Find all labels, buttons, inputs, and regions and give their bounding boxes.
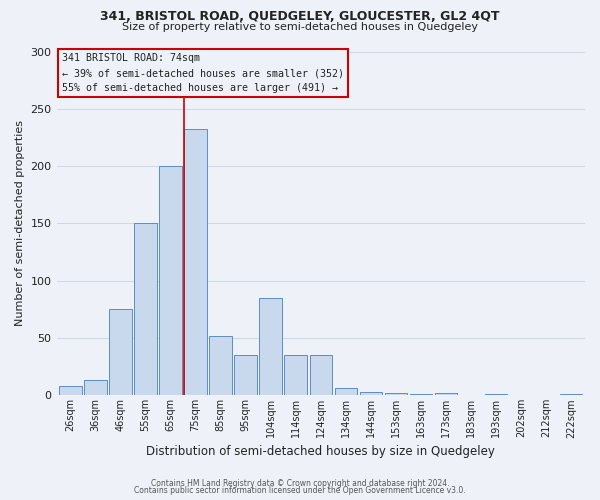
Bar — [184, 130, 207, 396]
X-axis label: Distribution of semi-detached houses by size in Quedgeley: Distribution of semi-detached houses by … — [146, 444, 495, 458]
Bar — [485, 394, 508, 396]
Bar — [159, 166, 182, 396]
Text: Contains public sector information licensed under the Open Government Licence v3: Contains public sector information licen… — [134, 486, 466, 495]
Text: 341, BRISTOL ROAD, QUEDGELEY, GLOUCESTER, GL2 4QT: 341, BRISTOL ROAD, QUEDGELEY, GLOUCESTER… — [100, 10, 500, 23]
Bar — [410, 394, 432, 396]
Bar — [209, 336, 232, 396]
Bar — [435, 393, 457, 396]
Bar — [235, 355, 257, 396]
Bar — [59, 386, 82, 396]
Bar — [359, 392, 382, 396]
Y-axis label: Number of semi-detached properties: Number of semi-detached properties — [15, 120, 25, 326]
Bar — [385, 393, 407, 396]
Bar — [109, 310, 131, 396]
Bar — [259, 298, 282, 396]
Bar — [134, 224, 157, 396]
Bar — [335, 388, 357, 396]
Text: Size of property relative to semi-detached houses in Quedgeley: Size of property relative to semi-detach… — [122, 22, 478, 32]
Bar — [284, 355, 307, 396]
Bar — [84, 380, 107, 396]
Text: Contains HM Land Registry data © Crown copyright and database right 2024.: Contains HM Land Registry data © Crown c… — [151, 478, 449, 488]
Bar — [560, 394, 583, 396]
Text: 341 BRISTOL ROAD: 74sqm
← 39% of semi-detached houses are smaller (352)
55% of s: 341 BRISTOL ROAD: 74sqm ← 39% of semi-de… — [62, 53, 344, 93]
Bar — [310, 355, 332, 396]
